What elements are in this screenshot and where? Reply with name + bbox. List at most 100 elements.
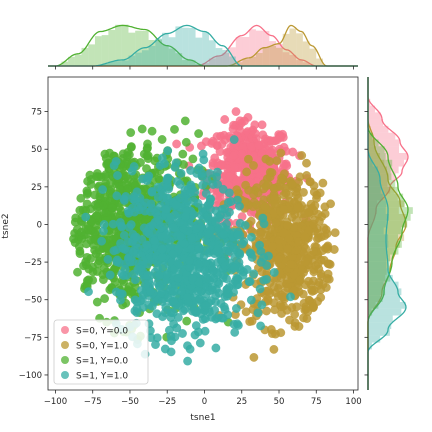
scatter-point bbox=[324, 259, 334, 269]
legend-label: S=1, Y=0.0 bbox=[76, 357, 128, 367]
scatter-point bbox=[168, 308, 178, 318]
scatter-point bbox=[259, 184, 269, 194]
histogram-bar bbox=[368, 261, 387, 269]
histogram-bar bbox=[121, 24, 129, 66]
right-marginal-plot bbox=[367, 77, 413, 390]
scatter-point bbox=[282, 161, 292, 171]
scatter-point bbox=[194, 129, 204, 139]
histogram-bar bbox=[368, 146, 377, 153]
histogram-bar bbox=[316, 58, 323, 66]
histogram-bar bbox=[368, 166, 378, 174]
scatter-point bbox=[117, 269, 127, 279]
scatter-point bbox=[118, 243, 128, 253]
scatter-point bbox=[81, 257, 91, 267]
scatter-point bbox=[245, 277, 255, 287]
scatter-point bbox=[292, 302, 302, 312]
histogram-bar bbox=[276, 47, 283, 66]
histogram-bar bbox=[368, 274, 386, 282]
scatter-point bbox=[138, 256, 148, 266]
histogram-bar bbox=[262, 30, 270, 66]
scatter-point bbox=[114, 258, 124, 268]
scatter-point bbox=[168, 222, 178, 232]
scatter-point bbox=[312, 193, 321, 203]
scatter-point bbox=[309, 181, 319, 191]
histogram-bar bbox=[276, 43, 283, 66]
histogram-bar bbox=[368, 220, 386, 228]
histogram-bar bbox=[368, 193, 386, 201]
scatter-point bbox=[81, 212, 91, 222]
histogram-bar bbox=[368, 98, 371, 106]
scatter-point bbox=[99, 226, 108, 236]
histogram-bar bbox=[368, 186, 381, 194]
histogram-bar bbox=[368, 241, 402, 248]
right-hist-3 bbox=[368, 152, 406, 350]
histogram-bar bbox=[368, 308, 372, 316]
scatter-point bbox=[257, 300, 267, 310]
histogram-bar bbox=[368, 166, 399, 174]
scatter-point bbox=[173, 273, 183, 283]
scatter-point bbox=[124, 222, 134, 232]
histogram-bar bbox=[368, 213, 389, 221]
legend-label: S=0, Y=1.0 bbox=[76, 342, 128, 352]
histogram-bar bbox=[368, 146, 400, 153]
scatter-point bbox=[170, 162, 180, 172]
histogram-bar bbox=[115, 61, 122, 66]
scatter-point bbox=[154, 215, 164, 225]
scatter-point bbox=[123, 237, 133, 247]
scatter-point bbox=[193, 198, 203, 208]
scatter-point bbox=[241, 307, 251, 317]
histogram-bar bbox=[195, 64, 203, 66]
y-tick-label: 25 bbox=[31, 183, 42, 193]
histogram-bar bbox=[368, 254, 387, 262]
histogram-bar bbox=[368, 132, 396, 140]
histogram-bar bbox=[88, 44, 95, 66]
histogram-bar bbox=[208, 40, 216, 66]
scatter-point bbox=[279, 190, 289, 200]
scatter-point bbox=[279, 228, 289, 238]
scatter-point bbox=[274, 235, 284, 245]
scatter-point bbox=[113, 171, 122, 180]
top-marginal-plot bbox=[48, 24, 358, 67]
histogram-bar bbox=[309, 48, 317, 66]
scatter-point bbox=[258, 166, 268, 176]
scatter-point bbox=[173, 244, 183, 254]
x-axis-ticks: −100 −75 −50 −25 0 25 50 75 100 bbox=[44, 66, 362, 407]
top-hist-1 bbox=[229, 28, 323, 66]
scatter-point bbox=[94, 245, 104, 255]
scatter-point bbox=[211, 343, 221, 353]
histogram-bar bbox=[249, 29, 256, 67]
scatter-point bbox=[246, 232, 256, 242]
histogram-bar bbox=[148, 45, 156, 66]
x-tick-label: −25 bbox=[158, 397, 176, 407]
histogram-bar bbox=[368, 200, 387, 208]
scatter-point bbox=[231, 107, 241, 117]
scatter-point bbox=[98, 185, 108, 195]
histogram-bar bbox=[128, 32, 136, 66]
x-tick-label: 50 bbox=[274, 397, 285, 407]
histogram-bar bbox=[368, 301, 376, 309]
histogram-bar bbox=[368, 234, 389, 242]
scatter-point bbox=[286, 259, 296, 269]
scatter-point bbox=[193, 286, 203, 296]
histogram-bar bbox=[208, 58, 216, 66]
histogram-bar bbox=[242, 59, 250, 66]
histogram-bar bbox=[141, 30, 149, 66]
x-tick-label: 100 bbox=[345, 397, 361, 407]
scatter-point bbox=[136, 285, 146, 295]
scatter-point bbox=[198, 180, 208, 190]
histogram-bar bbox=[269, 41, 277, 66]
scatter-point bbox=[219, 229, 229, 239]
histogram-bar bbox=[368, 274, 391, 282]
scatter-point bbox=[263, 286, 273, 296]
histogram-bar bbox=[368, 329, 390, 336]
scatter-point bbox=[201, 189, 211, 198]
scatter-point bbox=[141, 198, 151, 208]
scatter-point bbox=[178, 149, 188, 159]
histogram-bar bbox=[368, 207, 399, 214]
scatter-point bbox=[222, 284, 232, 294]
scatter-point bbox=[129, 162, 139, 171]
scatter-point bbox=[287, 212, 297, 222]
x-tick-label: 0 bbox=[202, 397, 207, 407]
histogram-bar bbox=[148, 40, 156, 66]
histogram-bar bbox=[262, 47, 270, 66]
